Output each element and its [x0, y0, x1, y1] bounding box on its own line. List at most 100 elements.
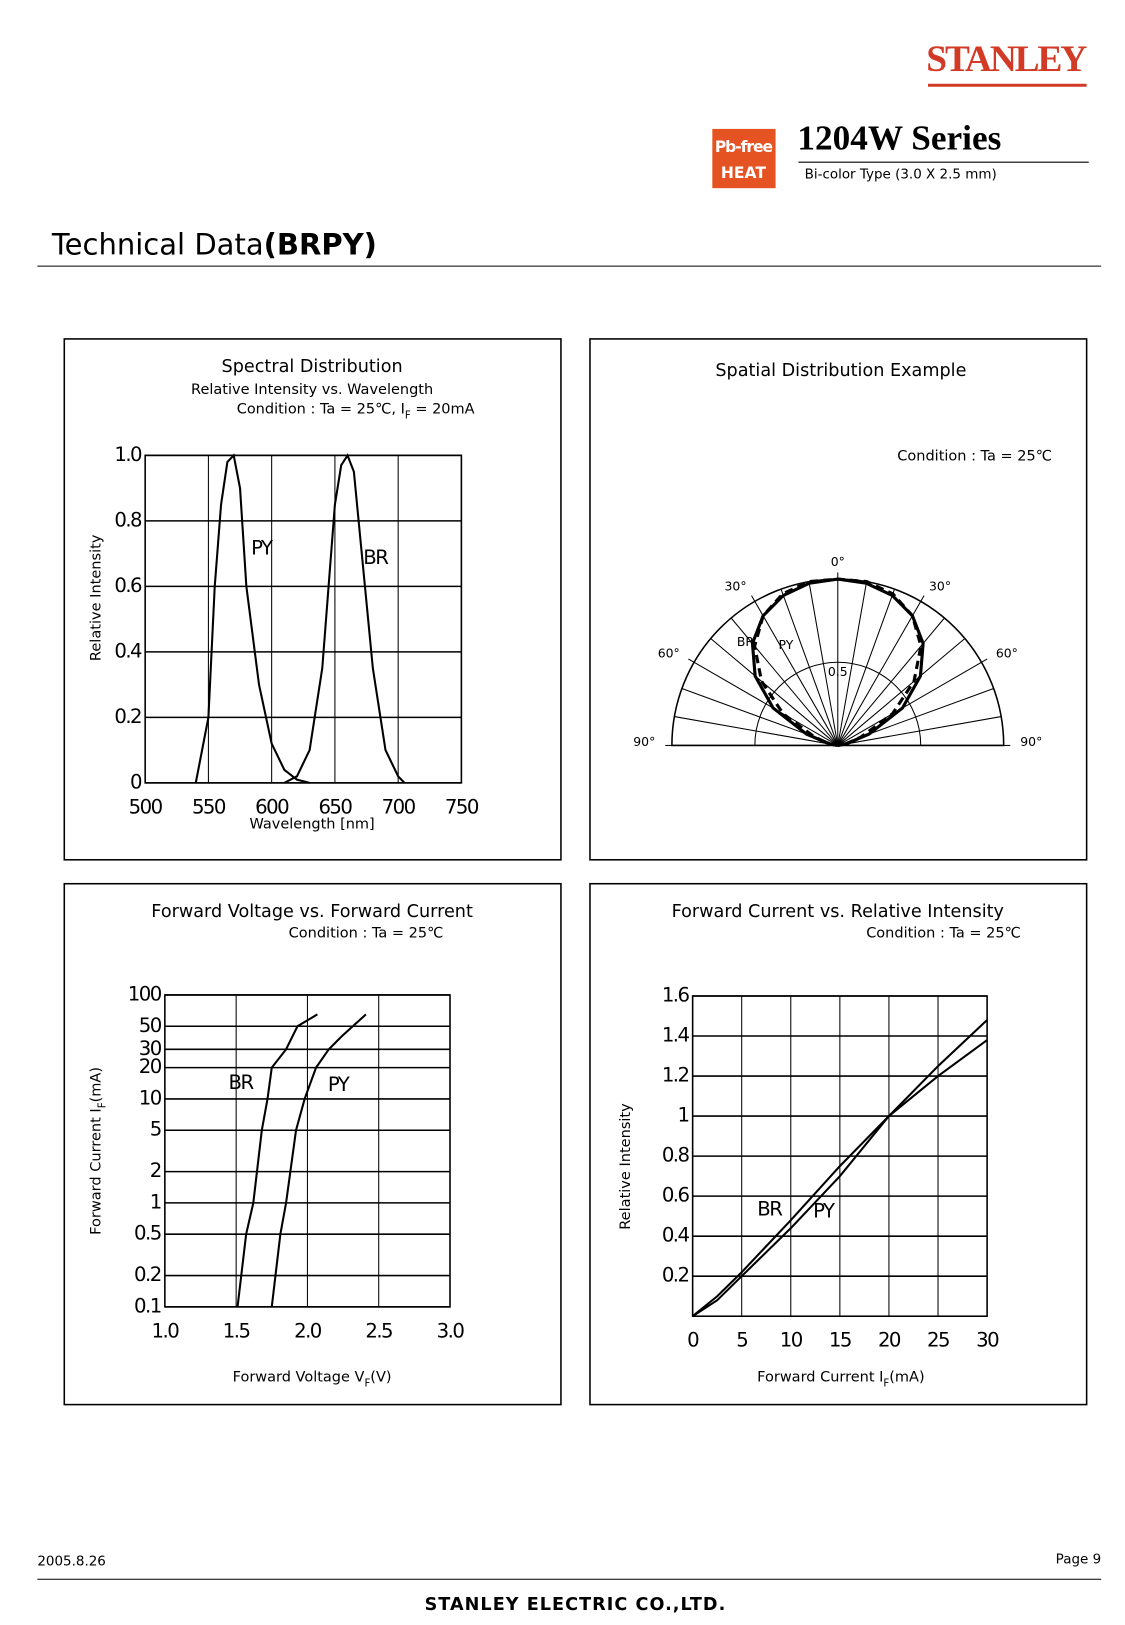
series-title: 1204W Series [797, 118, 1001, 157]
x-axis-label: Forward Current IF(mA) [757, 1370, 924, 1390]
theta-tick-label: 0° [831, 554, 845, 569]
y-tick-label: 1.4 [662, 1024, 690, 1047]
x-tick-label: 2.5 [365, 1319, 392, 1342]
theta-tick-label: 60° [658, 645, 680, 660]
y-axis-label: Relative Intensity [618, 1103, 634, 1230]
series-subtitle: Bi-color Type (3.0 X 2.5 mm) [805, 167, 997, 183]
x-tick-label: 600 [255, 795, 289, 818]
theta-tick [751, 595, 756, 602]
y-tick-label: 1 [677, 1104, 688, 1127]
y-axis-label-part: (mA) [88, 1067, 104, 1102]
x-tick-label: 0 [687, 1329, 699, 1352]
footer-page: Page 9 [1056, 1551, 1101, 1567]
theta-tick-label: 30° [725, 578, 747, 593]
theta-tick-label: 60° [996, 645, 1018, 660]
chart-condition-part: F [405, 410, 411, 421]
x-tick-label: 30 [976, 1329, 999, 1352]
y-tick-label: 50 [139, 1014, 162, 1037]
chart-title: Forward Voltage vs. Forward Current [151, 902, 473, 922]
y-tick-label: 20 [139, 1055, 162, 1078]
x-tick-label: 3.0 [437, 1319, 465, 1342]
theta-tick-label: 90° [633, 734, 655, 749]
data-line [236, 1013, 318, 1307]
x-axis-label-part: (V) [370, 1370, 391, 1386]
series-label: PY [813, 1200, 836, 1223]
y-tick-label: 0.4 [114, 639, 142, 662]
data-line [194, 453, 310, 784]
y-tick-label: 0.4 [662, 1224, 690, 1247]
y-axis-label: Relative Intensity [88, 534, 104, 661]
chart-condition: Condition : Ta = 25℃ [897, 448, 1052, 464]
data-line [753, 577, 923, 747]
x-tick-label: 1.5 [223, 1319, 250, 1342]
chart-condition: Condition : Ta = 25℃ [289, 926, 444, 942]
data-line [691, 1039, 988, 1318]
series-label: BR [229, 1071, 255, 1094]
theta-tick-label: 90° [1020, 734, 1042, 749]
theta-tick [981, 658, 988, 663]
x-tick-label: 650 [318, 795, 352, 818]
x-axis-label-part: Forward Voltage V [233, 1370, 365, 1386]
x-tick-label: 15 [829, 1329, 851, 1352]
x-tick-label: 20 [878, 1329, 901, 1352]
series-label: BR [757, 1198, 783, 1221]
badge [712, 128, 776, 189]
chart-condition-part: = 20mA [411, 402, 475, 418]
r-tick-label: 0.5 [828, 664, 848, 679]
y-tick-label: 0.6 [114, 574, 142, 597]
series-label: BR [737, 634, 755, 649]
data-line [692, 1019, 988, 1318]
panel [589, 882, 1088, 1406]
x-tick-label: 700 [382, 795, 416, 818]
chart-condition-part: Condition : Ta = 25℃ [866, 926, 1021, 942]
y-tick-label: 100 [128, 982, 162, 1005]
y-tick-label: 0.8 [114, 508, 142, 531]
data-line [270, 1013, 367, 1307]
y-axis-label-part: Forward Current I [88, 1108, 104, 1235]
theta-tick [920, 595, 925, 602]
x-axis-label-part: Forward Current I [757, 1370, 883, 1386]
y-tick-label: 2 [150, 1159, 161, 1182]
chart-condition-part: Condition : Ta = 25℃ [289, 926, 444, 942]
panel [63, 882, 562, 1406]
panel [63, 338, 562, 861]
chart-condition-part: Condition : Ta = 25℃, I [237, 402, 405, 418]
x-axis-label-part: F [364, 1378, 370, 1389]
x-tick-label: 10 [780, 1329, 803, 1352]
series-label: PY [328, 1073, 351, 1096]
series-label: PY [251, 536, 274, 559]
x-tick-label: 550 [192, 795, 226, 818]
section-title-bold: (BRPY) [264, 227, 377, 261]
chart-condition: Condition : Ta = 25℃, IF = 20mA [237, 402, 475, 422]
y-axis-label-part: F [97, 1102, 108, 1108]
y-tick-label: 30 [139, 1037, 162, 1060]
series-label: PY [779, 637, 794, 652]
y-tick-label: 1.2 [662, 1064, 689, 1087]
y-tick-label: 10 [139, 1086, 162, 1109]
x-tick-label: 1.0 [152, 1319, 180, 1342]
y-tick-label: 1.6 [662, 983, 690, 1006]
theta-tick-label: 30° [929, 578, 951, 593]
section-title-text: Technical Data [51, 227, 264, 261]
plot-area [144, 454, 463, 784]
theta-tick [688, 658, 695, 663]
footer-date: 2005.8.26 [37, 1554, 106, 1570]
radial-grid [754, 661, 922, 746]
badge-line: HEAT [721, 164, 766, 182]
y-tick-label: 0.2 [134, 1263, 161, 1286]
y-tick-label: 0.2 [662, 1264, 689, 1287]
x-tick-label: 25 [927, 1329, 949, 1352]
badge-line: Pb-free [715, 138, 773, 156]
footer-company: STANLEY ELECTRIC CO.,LTD. [425, 1595, 727, 1615]
x-tick-label: 500 [129, 795, 163, 818]
x-axis-label: Forward Voltage VF(V) [233, 1370, 392, 1390]
y-tick-label: 0.6 [662, 1184, 690, 1207]
x-tick-label: 2.0 [294, 1319, 322, 1342]
y-tick-label: 0.1 [134, 1294, 161, 1317]
data-line [283, 453, 406, 784]
chart-title: Forward Current vs. Relative Intensity [672, 902, 1004, 922]
x-axis-label-part: (mA) [889, 1370, 924, 1386]
y-tick-label: 0.8 [662, 1144, 690, 1167]
